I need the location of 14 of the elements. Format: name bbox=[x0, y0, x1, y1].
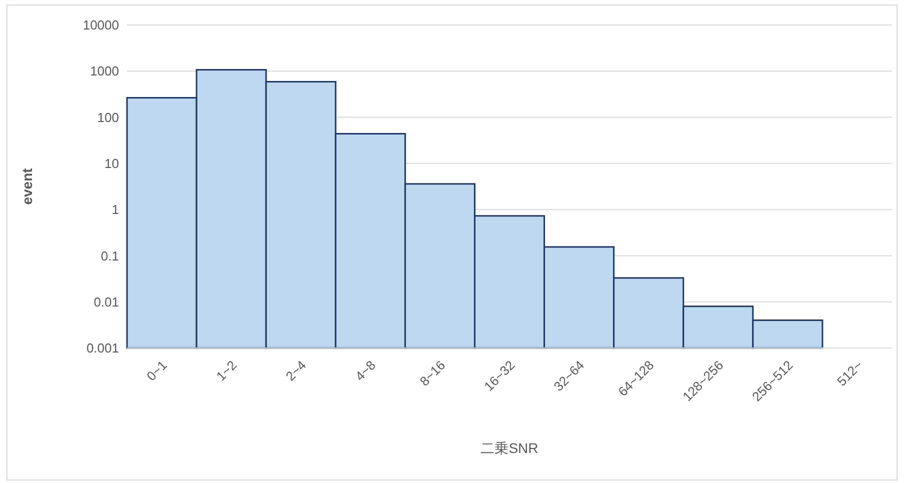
y-axis-title: event bbox=[19, 168, 35, 205]
x-tick-label: 4~8 bbox=[352, 358, 379, 384]
y-tick-label: 0.001 bbox=[86, 340, 119, 356]
y-tick-label: 10000 bbox=[82, 18, 119, 33]
x-tick-label: 0~1 bbox=[144, 358, 170, 384]
x-axis-title: 二乗SNR bbox=[480, 440, 538, 456]
y-tick-label: 100 bbox=[97, 110, 119, 125]
y-tick-label: 0.01 bbox=[94, 294, 119, 310]
x-tick-label: 1~2 bbox=[213, 358, 240, 384]
y-tick-label: 10 bbox=[104, 156, 119, 171]
y-tick-label: 1000 bbox=[90, 64, 119, 79]
x-tick-label: 2~4 bbox=[282, 358, 309, 384]
y-tick-label: 1 bbox=[112, 202, 119, 218]
y-tick-label: 0.1 bbox=[100, 248, 119, 264]
